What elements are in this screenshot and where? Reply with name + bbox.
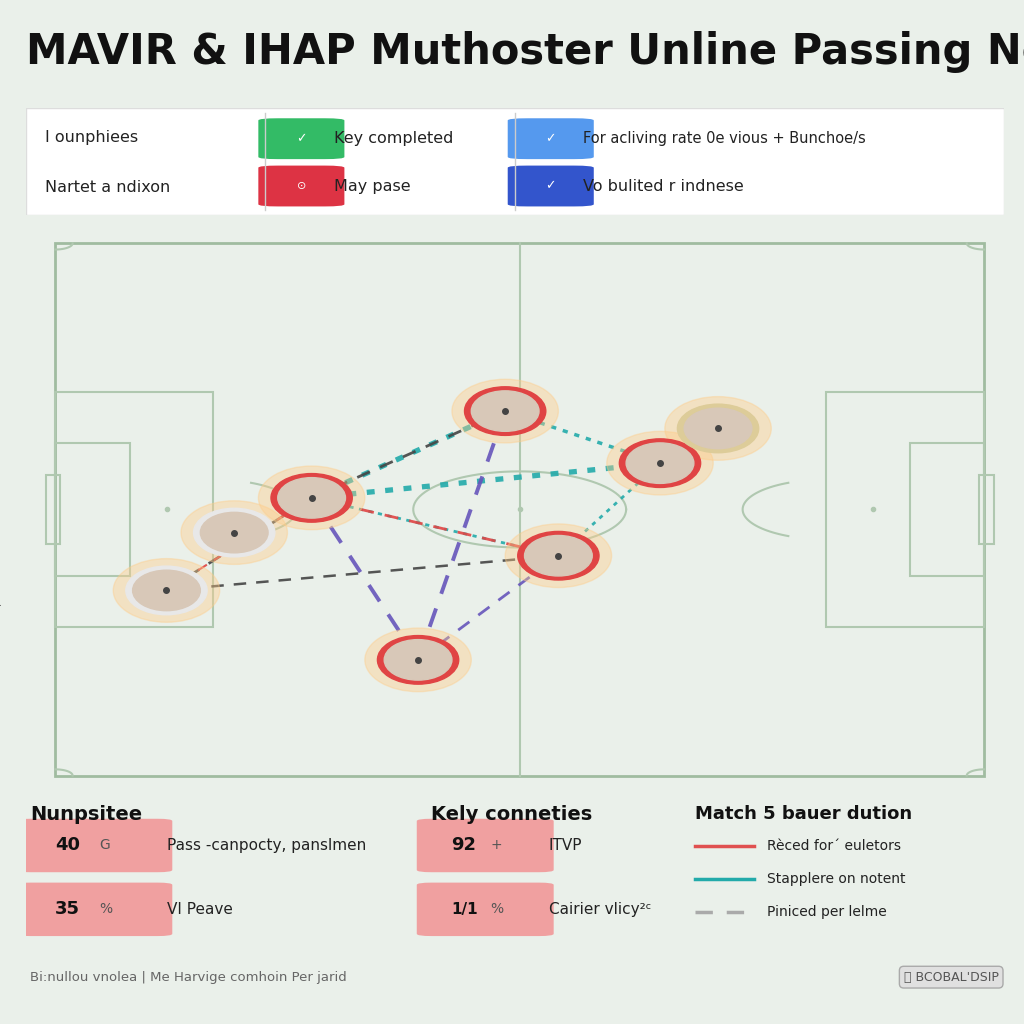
Circle shape [278,477,345,518]
Text: %: % [490,902,503,916]
Circle shape [201,512,268,553]
Text: For acliving rate 0e vious + Bunchoe/s: For acliving rate 0e vious + Bunchoe/s [583,131,865,146]
Circle shape [384,640,452,680]
FancyBboxPatch shape [258,118,344,159]
FancyBboxPatch shape [258,166,344,207]
Text: Kely conneties: Kely conneties [431,805,593,823]
FancyBboxPatch shape [417,819,554,872]
Circle shape [524,536,592,575]
Text: VI Peave: VI Peave [167,902,233,916]
Circle shape [114,559,220,623]
Circle shape [378,636,459,684]
Text: MAVIR & IHAP Muthoster Unline Passing Network™: MAVIR & IHAP Muthoster Unline Passing Ne… [26,31,1024,73]
Text: ✓: ✓ [546,132,556,145]
Bar [910,443,984,575]
Circle shape [684,409,752,449]
Circle shape [471,391,539,431]
Text: Key completed: Key completed [334,131,453,146]
Circle shape [181,501,288,564]
Circle shape [133,570,201,610]
Text: +: + [490,839,502,853]
Text: ⊙: ⊙ [297,181,306,191]
Bar [55,392,213,627]
Text: I ounphiees: I ounphiees [45,130,138,145]
Text: Tapneie Conlîre: Tapneie Conlîre [0,542,2,616]
Text: %: % [99,902,112,916]
Text: ITVP: ITVP [549,838,583,853]
FancyBboxPatch shape [508,118,594,159]
Circle shape [271,473,352,522]
Text: Mnlialel balie: Mnlialel balie [0,392,2,453]
Bar [826,392,984,627]
Circle shape [194,508,274,557]
FancyBboxPatch shape [15,819,172,872]
Text: May pase: May pase [334,178,411,194]
Text: 40: 40 [55,837,80,854]
Circle shape [365,628,471,691]
Text: G: G [99,839,110,853]
FancyBboxPatch shape [26,108,1004,215]
Bar [45,475,60,544]
Text: 35: 35 [55,900,80,919]
Circle shape [607,431,713,495]
Text: 92: 92 [451,837,476,854]
Circle shape [258,466,365,529]
Circle shape [620,439,700,487]
FancyBboxPatch shape [15,883,172,936]
Bar [55,443,129,575]
Text: ✓: ✓ [296,132,306,145]
Text: Cairier vlicy²ᶜ: Cairier vlicy²ᶜ [549,902,651,916]
Text: Pass -canpocty, panslmen: Pass -canpocty, panslmen [167,838,367,853]
Circle shape [126,566,207,614]
Text: Match 5 bauer dution: Match 5 bauer dution [695,805,912,822]
Circle shape [678,404,759,453]
Circle shape [465,387,546,435]
FancyBboxPatch shape [508,166,594,207]
Text: 1/1: 1/1 [451,902,477,916]
Text: Stapplere on notent: Stapplere on notent [767,871,905,886]
FancyBboxPatch shape [417,883,554,936]
Text: Vo bulited r indnese: Vo bulited r indnese [583,178,743,194]
Text: Rèced for´ euletors: Rèced for´ euletors [767,840,901,853]
Circle shape [626,443,694,483]
Circle shape [505,524,611,588]
Text: Nartet a ndixon: Nartet a ndixon [45,179,170,195]
Circle shape [665,396,771,460]
Text: Piniced per lelme: Piniced per lelme [767,904,887,919]
Text: ⓔ BCOBAL'DSIP: ⓔ BCOBAL'DSIP [904,971,998,984]
Text: Nunpsitee: Nunpsitee [31,805,142,823]
Text: ✓: ✓ [546,179,556,193]
Circle shape [452,379,558,443]
Bar [979,475,994,544]
Circle shape [518,531,599,580]
Text: Bi:nullou vnolea | Me Harvige comhoin Per jarid: Bi:nullou vnolea | Me Harvige comhoin Pe… [31,971,347,984]
